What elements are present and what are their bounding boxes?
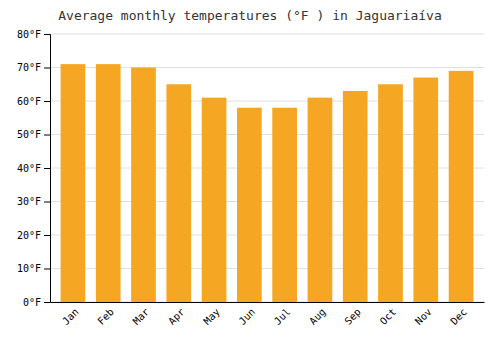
y-tick-label: 60°F <box>17 96 41 107</box>
y-axis: 0°F 10°F 20°F 30°F 40°F 50°F 60°F 70°F 80°F <box>17 29 51 308</box>
bar <box>272 108 297 302</box>
y-tick-label: 0°F <box>23 297 41 308</box>
y-tick-label: 30°F <box>17 196 41 207</box>
bar <box>449 71 474 302</box>
bar <box>378 84 403 302</box>
x-tick: May <box>201 306 222 327</box>
x-axis: Jan Feb Mar Apr May Jun Jul Aug Sep Oct Nov Dec <box>51 303 485 327</box>
y-tick-label: 80°F <box>17 29 41 40</box>
x-tick-label: Oct <box>378 306 399 327</box>
y-tick-mark <box>44 235 50 236</box>
chart: Average monthly temperatures (°F ) in Ja… <box>0 0 500 350</box>
y-tick: 0°F <box>23 297 50 308</box>
x-tick: Apr <box>166 306 187 327</box>
x-tick: Sep <box>342 306 363 327</box>
y-tick-mark <box>44 269 50 270</box>
x-tick: Mar <box>131 306 152 327</box>
x-tick-label: Sep <box>342 306 363 327</box>
x-tick: Jun <box>237 306 258 327</box>
y-tick: 40°F <box>17 163 50 174</box>
y-tick-label: 50°F <box>17 129 41 140</box>
bar <box>131 68 156 303</box>
y-tick: 30°F <box>17 196 50 207</box>
y-tick-mark <box>44 34 50 35</box>
bar <box>413 78 438 302</box>
x-tick-label: Mar <box>131 306 152 327</box>
x-tick-label: Dec <box>448 306 469 327</box>
y-tick-mark <box>44 168 50 169</box>
x-tick: Nov <box>413 306 434 327</box>
x-tick: Aug <box>307 306 328 327</box>
y-tick-label: 70°F <box>17 62 41 73</box>
x-tick-label: Feb <box>95 306 116 327</box>
bar <box>61 64 86 302</box>
x-tick-label: May <box>201 306 222 327</box>
x-tick-label: Jul <box>272 306 293 327</box>
y-tick-mark <box>44 202 50 203</box>
y-tick: 10°F <box>17 263 50 274</box>
x-tick: Jan <box>60 306 81 327</box>
x-axis-line <box>51 302 485 303</box>
y-tick-mark <box>44 101 50 102</box>
x-tick: Oct <box>378 306 399 327</box>
bar <box>166 84 191 302</box>
y-tick-mark <box>44 68 50 69</box>
y-tick: 20°F <box>17 230 50 241</box>
y-tick: 60°F <box>17 96 50 107</box>
bar <box>96 64 121 302</box>
y-tick: 70°F <box>17 62 50 73</box>
title: Average monthly temperatures (°F ) in Ja… <box>58 8 442 23</box>
y-tick-mark <box>44 135 50 136</box>
y-tick-label: 20°F <box>17 230 41 241</box>
x-tick: Dec <box>448 306 469 327</box>
y-tick: 80°F <box>17 29 50 40</box>
x-tick-label: Jan <box>60 306 81 327</box>
bar <box>237 108 262 302</box>
x-tick: Feb <box>95 306 116 327</box>
y-tick-label: 10°F <box>17 263 41 274</box>
x-tick-label: Jun <box>237 306 258 327</box>
plot: 0°F 10°F 20°F 30°F 40°F 50°F 60°F 70°F 80°F Jan Fe… <box>17 29 485 327</box>
x-tick-label: Apr <box>166 306 187 327</box>
y-axis-line <box>44 35 51 303</box>
bar <box>343 91 368 302</box>
bar <box>202 98 227 302</box>
grid-line <box>50 34 484 35</box>
grid <box>50 34 484 302</box>
x-tick-label: Aug <box>307 306 328 327</box>
x-tick: Jul <box>272 306 293 327</box>
bars <box>61 64 474 302</box>
x-tick-label: Nov <box>413 306 434 327</box>
y-tick-label: 40°F <box>17 163 41 174</box>
bar <box>308 98 333 302</box>
y-tick-mark <box>44 302 50 303</box>
y-tick: 50°F <box>17 129 50 140</box>
